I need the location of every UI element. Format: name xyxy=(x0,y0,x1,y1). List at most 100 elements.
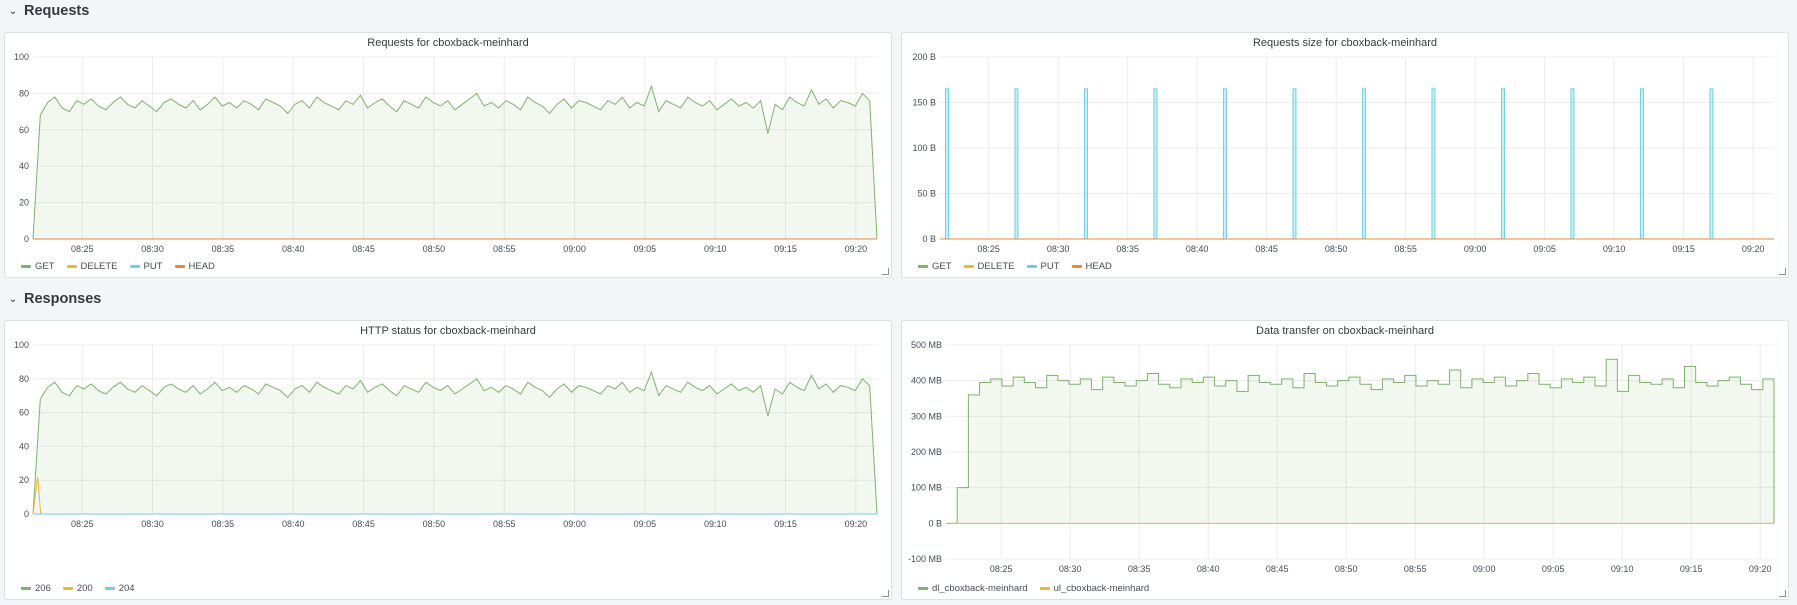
chevron-down-icon: ⌄ xyxy=(8,293,18,305)
y-tick-label: 0 B xyxy=(922,234,936,244)
x-tick-label: 08:25 xyxy=(71,244,94,254)
row-header-requests[interactable]: ⌄ Requests xyxy=(8,0,89,22)
x-tick-label: 08:35 xyxy=(212,519,235,529)
series-206-line xyxy=(32,370,878,515)
x-tick-label: 09:20 xyxy=(845,244,868,254)
series-get-line xyxy=(32,84,878,240)
x-tick-label: 09:15 xyxy=(1672,244,1695,254)
x-tick-label: 09:10 xyxy=(704,519,727,529)
x-tick-label: 08:35 xyxy=(1128,564,1151,574)
y-tick-label: 150 B xyxy=(912,98,936,108)
legend-swatch xyxy=(66,265,77,268)
x-tick-label: 09:15 xyxy=(774,519,797,529)
x-tick-label: 08:25 xyxy=(990,564,1013,574)
legend-item-dl[interactable]: dl_cboxback-meinhard xyxy=(918,583,1028,594)
legend-item-put[interactable]: PUT xyxy=(129,261,163,272)
resize-handle[interactable] xyxy=(1779,268,1786,275)
x-tick-label: 08:25 xyxy=(977,244,1000,254)
x-tick-label: 08:35 xyxy=(212,244,235,254)
x-tick-label: 08:55 xyxy=(493,244,516,254)
row-header-responses[interactable]: ⌄ Responses xyxy=(8,288,102,310)
x-tick-label: 08:40 xyxy=(282,519,305,529)
legend-item-ul[interactable]: ul_cboxback-meinhard xyxy=(1039,583,1149,594)
legend-item-delete[interactable]: DELETE xyxy=(66,261,118,272)
y-tick-label: 80 xyxy=(19,374,29,384)
series-put-bar xyxy=(1014,88,1019,240)
panel-title[interactable]: Data transfer on cboxback-meinhard xyxy=(1256,325,1434,337)
x-tick-label: 08:45 xyxy=(352,244,375,254)
series-put-bar xyxy=(1431,88,1436,240)
legend-item-head[interactable]: HEAD xyxy=(174,261,215,272)
legend: 206 200 204 xyxy=(21,583,135,594)
x-tick-label: 09:05 xyxy=(1533,244,1556,254)
legend-item-get[interactable]: GET xyxy=(918,261,952,272)
x-tick-label: 09:00 xyxy=(1473,564,1496,574)
x-tick-label: 09:05 xyxy=(634,519,657,529)
legend-swatch xyxy=(1071,265,1082,268)
x-tick-label: 08:50 xyxy=(423,519,446,529)
legend-swatch xyxy=(918,587,928,590)
x-tick-label: 09:15 xyxy=(1680,564,1703,574)
series-dl-cboxback-meinhard-area xyxy=(946,359,1774,524)
panel-title[interactable]: Requests size for cboxback-meinhard xyxy=(1252,37,1438,49)
y-tick-label: -100 MB xyxy=(908,554,942,564)
row-title: Responses xyxy=(24,291,102,307)
http-status-chart: 0 20 40 60 80 100 08:25 08:30 08:35 08:40 08:45 08:… xyxy=(14,340,878,529)
legend-swatch xyxy=(1026,265,1037,268)
panel-title[interactable]: Requests for cboxback-meinhard xyxy=(367,37,529,49)
resize-handle[interactable] xyxy=(882,590,889,597)
y-tick-label: 200 MB xyxy=(911,447,942,457)
legend-item-get[interactable]: GET xyxy=(21,261,55,272)
series-206-area xyxy=(33,372,877,514)
legend-swatch xyxy=(1039,587,1050,590)
legend-item-206[interactable]: 206 xyxy=(21,583,51,594)
x-tick-label: 09:10 xyxy=(1611,564,1634,574)
legend-swatch xyxy=(62,587,73,590)
x-tick-label: 08:30 xyxy=(141,519,164,529)
x-tick-label: 08:35 xyxy=(1116,244,1139,254)
x-tick-label: 08:55 xyxy=(1394,244,1417,254)
series-put-bar xyxy=(1570,88,1575,240)
legend-swatch xyxy=(174,265,185,268)
series-put-bar xyxy=(1222,88,1227,240)
x-tick-label: 09:05 xyxy=(1542,564,1565,574)
y-tick-label: 400 MB xyxy=(911,376,942,386)
x-tick-label: 08:30 xyxy=(1047,244,1070,254)
x-tick-label: 09:10 xyxy=(704,244,727,254)
legend-swatch xyxy=(963,265,974,268)
chevron-down-icon: ⌄ xyxy=(8,5,18,17)
series-dl-cboxback-meinhard-line xyxy=(946,358,1775,524)
y-tick-label: 100 xyxy=(14,340,29,350)
y-tick-label: 500 MB xyxy=(911,340,942,350)
y-tick-label: 0 xyxy=(24,234,29,244)
legend-item-put[interactable]: PUT xyxy=(1026,261,1060,272)
y-tick-label: 200 B xyxy=(912,52,936,62)
x-tick-label: 08:55 xyxy=(493,519,516,529)
resize-handle[interactable] xyxy=(1779,590,1786,597)
legend-item-head[interactable]: HEAD xyxy=(1071,261,1112,272)
y-tick-label: 100 xyxy=(14,52,29,62)
series-put-bar xyxy=(1083,88,1088,240)
series-put-bar xyxy=(1709,88,1714,240)
legend-swatch xyxy=(129,265,140,268)
row-title: Requests xyxy=(24,3,90,19)
requests-chart: 0 20 40 60 80 100 08:25 08:30 08:35 08:40 08:45 08:… xyxy=(14,52,878,254)
series-put-bar xyxy=(1639,88,1644,240)
resize-handle[interactable] xyxy=(882,268,889,275)
y-tick-label: 100 MB xyxy=(911,483,942,493)
data-transfer-chart: -100 MB 0 B 100 MB 200 MB 300 MB 400 MB 500 MB… xyxy=(908,340,1775,574)
x-tick-label: 09:20 xyxy=(1749,564,1772,574)
series-put-bar xyxy=(1292,88,1297,240)
legend-item-204[interactable]: 204 xyxy=(104,583,135,594)
x-tick-label: 08:45 xyxy=(352,519,375,529)
y-tick-label: 80 xyxy=(19,88,29,98)
legend-item-200[interactable]: 200 xyxy=(62,583,93,594)
x-tick-label: 09:20 xyxy=(845,519,868,529)
y-tick-label: 20 xyxy=(19,475,29,485)
y-tick-label: 100 B xyxy=(912,143,936,153)
x-tick-label: 08:45 xyxy=(1266,564,1289,574)
panel-requests-size: Requests size for cboxback-meinhard 0 B 5… xyxy=(901,32,1789,278)
legend-item-delete[interactable]: DELETE xyxy=(963,261,1015,272)
y-tick-label: 60 xyxy=(19,125,29,135)
panel-title[interactable]: HTTP status for cboxback-meinhard xyxy=(360,325,536,337)
